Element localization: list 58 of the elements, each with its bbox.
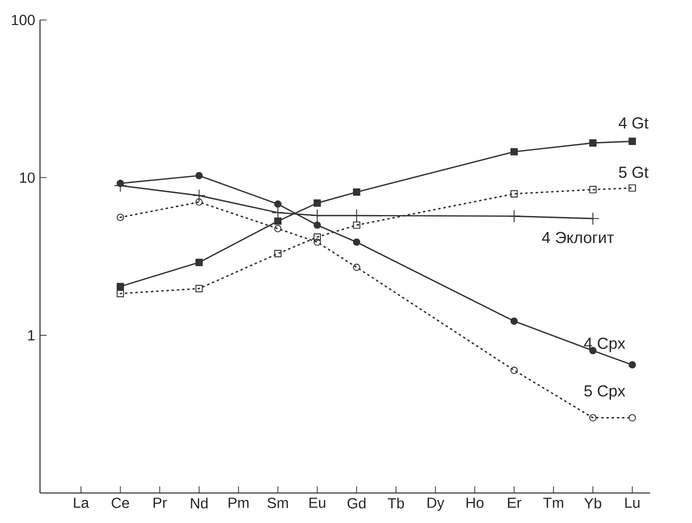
series-label: 4 Эклогит [542, 232, 614, 244]
x-tick-label: Ce [112, 498, 130, 508]
point [195, 172, 203, 180]
point [274, 200, 282, 208]
point [508, 210, 521, 223]
point [314, 233, 321, 241]
point [589, 139, 597, 147]
x-tick-label: Eu [309, 498, 326, 508]
point [314, 199, 321, 207]
point [628, 361, 636, 368]
point [352, 188, 360, 196]
x-tick-label: Pr [154, 498, 167, 508]
point [116, 290, 124, 298]
point [116, 282, 124, 290]
point [510, 317, 518, 325]
point [628, 184, 636, 192]
point [314, 238, 321, 246]
point [195, 198, 203, 206]
y-tick-label: 1 [28, 330, 35, 340]
point [628, 138, 636, 145]
x-tick-label: Tm [543, 498, 564, 508]
x-tick-label: Lu [625, 498, 640, 508]
point [352, 238, 360, 246]
x-tick-label: Dy [428, 498, 444, 511]
x-tick-label: Er [508, 498, 522, 508]
point [628, 414, 636, 422]
x-tick-label: Pm [228, 498, 249, 508]
point [589, 186, 597, 194]
point [274, 250, 282, 258]
point [589, 414, 597, 422]
series-label: 5 Gt [618, 166, 648, 178]
point [314, 221, 321, 229]
point [195, 258, 203, 266]
point [352, 221, 360, 229]
x-tick-label: Tb [388, 498, 404, 508]
series-label: 4 Cpx [584, 338, 626, 352]
y-tick-label: 100 [12, 14, 35, 26]
point [352, 264, 360, 271]
point [195, 284, 203, 292]
point [274, 224, 282, 232]
point [116, 180, 124, 188]
x-tick-label: Sm [268, 498, 288, 508]
x-tick-label: La [74, 498, 90, 508]
point [510, 366, 518, 374]
point [510, 190, 518, 198]
point [114, 179, 127, 192]
x-tick-label: Gd [348, 498, 366, 508]
x-tick-label: Yb [584, 498, 602, 508]
x-tick-label: Ho [466, 498, 484, 508]
point [116, 214, 124, 222]
point [192, 189, 206, 202]
x-tick-label: Nd [190, 498, 208, 508]
point [274, 217, 282, 225]
point [271, 206, 284, 220]
series-label: 4 Gt [618, 117, 648, 129]
series-label: 5 Cpx [584, 385, 626, 400]
y-tick-label: 10 [20, 172, 35, 183]
point [510, 148, 518, 156]
